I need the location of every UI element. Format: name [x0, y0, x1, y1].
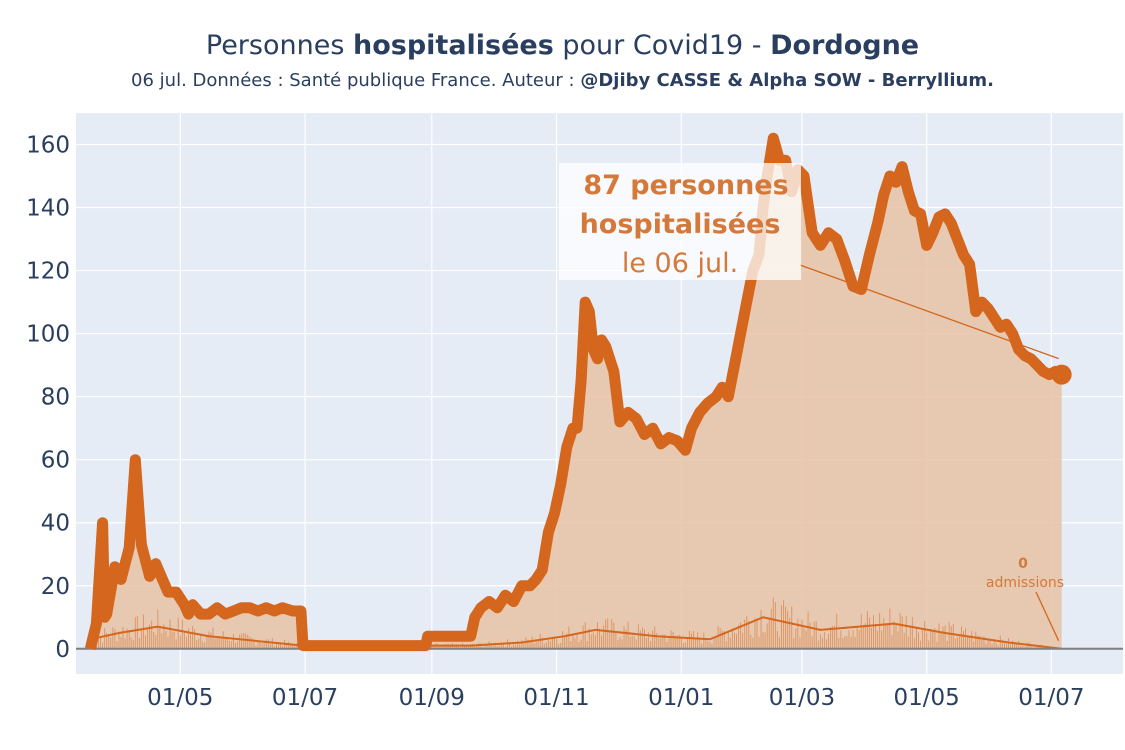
x-tick-label: 01/05 [894, 685, 960, 711]
y-tick-label: 160 [26, 133, 70, 159]
admissions-label: admissions [986, 575, 1064, 591]
y-tick-label: 100 [26, 322, 70, 348]
x-tick-label: 01/07 [272, 685, 338, 711]
y-tick-label: 40 [41, 511, 70, 537]
title-text-1: Personnes [205, 30, 353, 61]
y-tick-label: 120 [26, 259, 70, 285]
annotation-layer: 87 personnes hospitalisées le 06 jul. 0 … [559, 163, 1064, 642]
subtitle-text: 06 jul. Données : Santé publique France.… [131, 70, 581, 91]
y-tick-label: 20 [41, 574, 70, 600]
last-value-marker [1051, 364, 1072, 385]
chart-title: Personnes hospitalisées pour Covid19 - D… [0, 30, 1125, 61]
x-axis-ticks: 01/05 01/07 01/09 01/11 01/01 01/03 01/05 01/07 [147, 685, 1084, 711]
x-tick-label: 01/11 [523, 685, 589, 711]
title-text-bold-2: Dordogne [770, 30, 920, 61]
title-text-bold-1: hospitalisées [352, 30, 554, 61]
admissions-value: 0 [1018, 556, 1028, 572]
subtitle-author: @Djiby CASSE & Alpha SOW - Berryllium. [580, 70, 994, 91]
annotation-box [559, 163, 801, 280]
chart-subtitle: 06 jul. Données : Santé publique France.… [0, 70, 1125, 91]
x-tick-label: 01/09 [399, 685, 465, 711]
x-tick-label: 01/01 [648, 685, 714, 711]
title-text-2: pour Covid19 - [553, 30, 771, 61]
admissions-arrow [1035, 591, 1060, 642]
y-tick-label: 60 [41, 448, 70, 474]
y-tick-label: 140 [26, 196, 70, 222]
annotation-label: hospitalisées [580, 209, 781, 240]
y-axis-ticks: 0 20 40 60 80 100 120 140 160 [26, 133, 70, 663]
y-tick-label: 80 [41, 385, 70, 411]
annotation-date: le 06 jul. [622, 248, 738, 279]
hospitalisations-area [90, 138, 1062, 649]
x-tick-label: 01/03 [769, 685, 835, 711]
annotation-count: 87 personnes [583, 170, 788, 201]
hospitalisations-line [84, 132, 1065, 652]
y-tick-label: 0 [55, 637, 70, 663]
x-tick-label: 01/05 [147, 685, 213, 711]
x-tick-label: 01/07 [1018, 685, 1084, 711]
annotation-arrow [799, 264, 1059, 360]
admissions-line [90, 616, 1062, 650]
series-layer [76, 132, 1123, 652]
